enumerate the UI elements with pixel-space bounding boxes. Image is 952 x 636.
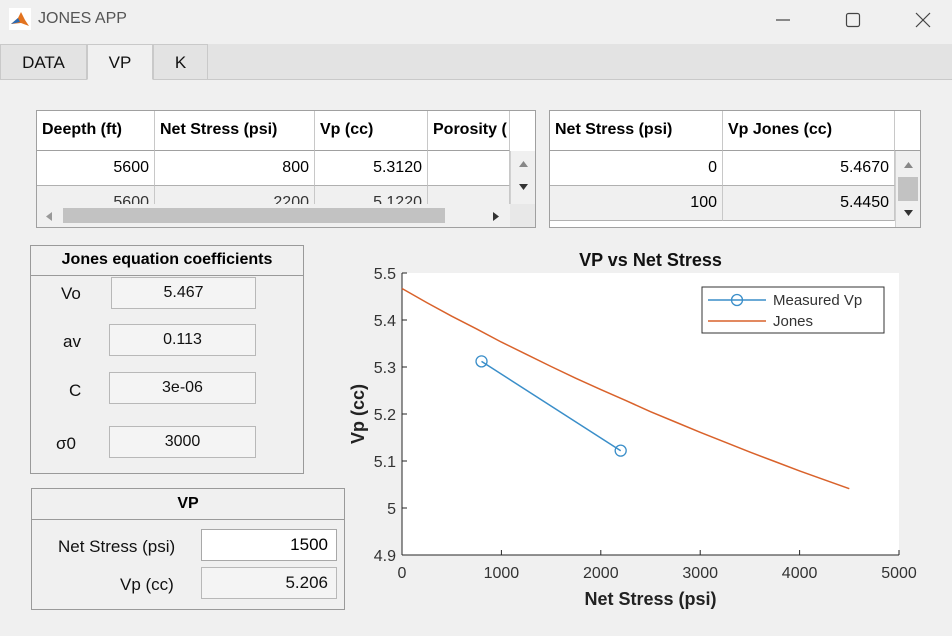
y-tick-label: 5.5 <box>374 266 396 283</box>
x-tick-label: 4000 <box>782 565 818 582</box>
y-tick-label: 5.1 <box>374 454 396 471</box>
column-header[interactable]: Vp Jones (cc) <box>723 111 895 151</box>
column-header[interactable]: Deepth (ft) <box>37 111 155 151</box>
scroll-thumb[interactable] <box>63 208 445 223</box>
legend[interactable]: Measured Vp Jones <box>701 286 885 334</box>
vp-chart[interactable]: 0 1000 2000 3000 4000 5000 4.9 5 5.1 5.2 5.3 5.4 5.5… <box>340 240 940 630</box>
x-axis-label: Net Stress (psi) <box>584 589 716 609</box>
column-header[interactable]: Vp (cc) <box>315 111 428 151</box>
av-label: av <box>63 332 81 351</box>
panel-title: Jones equation coefficients <box>31 246 303 276</box>
measured-series-line <box>481 360 622 452</box>
c-label: C <box>69 381 82 400</box>
jones-series-line <box>401 287 850 490</box>
y-tick-label: 5.2 <box>374 407 396 424</box>
measured-data-point <box>475 355 488 368</box>
table-cell[interactable]: 100 <box>550 186 723 221</box>
vertical-scrollbar[interactable] <box>510 151 535 204</box>
matlab-icon <box>9 8 31 30</box>
av-field[interactable]: 0.113 <box>109 324 256 356</box>
vo-label: Vo <box>61 284 81 303</box>
x-tick-label: 2000 <box>583 565 619 582</box>
net-stress-label: Net Stress (psi) <box>58 537 176 556</box>
scroll-thumb[interactable] <box>898 177 918 201</box>
maximize-icon <box>845 12 861 28</box>
panel-title: VP <box>32 489 344 520</box>
minimize-button[interactable] <box>748 0 818 40</box>
c-field[interactable]: 3e-06 <box>109 372 256 404</box>
coefficients-panel: Jones equation coefficients Vo 5.467 av … <box>30 245 304 474</box>
scroll-up-icon[interactable] <box>518 160 529 168</box>
series-group <box>401 287 850 490</box>
column-header[interactable]: Net Stress (psi) <box>155 111 315 151</box>
maximize-button[interactable] <box>818 0 888 40</box>
x-tick-label: 3000 <box>682 565 718 582</box>
sigma0-field[interactable]: 3000 <box>109 426 256 458</box>
y-tick-label: 5.4 <box>374 313 396 330</box>
close-button[interactable] <box>888 0 952 40</box>
y-axis-label: Vp (cc) <box>348 384 368 444</box>
title-bar <box>0 0 952 40</box>
vertical-scrollbar[interactable] <box>895 151 920 227</box>
tab-data[interactable]: DATA <box>0 44 87 80</box>
table-cell[interactable]: 5.4450 <box>723 186 895 221</box>
horizontal-scrollbar[interactable] <box>37 204 510 227</box>
window-title: JONES APP <box>38 10 127 27</box>
legend-circle-icon <box>730 293 744 307</box>
scroll-corner <box>510 204 535 227</box>
vp-output: 5.206 <box>201 567 337 599</box>
legend-label-measured: Measured Vp <box>773 292 862 309</box>
legend-label-jones: Jones <box>773 313 813 330</box>
chart-title: VP vs Net Stress <box>579 250 722 270</box>
column-header[interactable]: Porosity ( <box>428 111 510 151</box>
y-tick-label: 4.9 <box>374 548 396 565</box>
column-header[interactable]: Net Stress (psi) <box>550 111 723 151</box>
measured-data-point <box>614 444 627 457</box>
table-cell[interactable]: 5.3120 <box>315 151 428 186</box>
vp-label: Vp (cc) <box>120 575 174 594</box>
axes: 0 1000 2000 3000 4000 5000 4.9 5 5.1 5.2 5.3 5.4 5.5 <box>374 266 917 582</box>
data-table[interactable]: Deepth (ft) Net Stress (psi) Vp (cc) Por… <box>36 110 536 228</box>
table-cell[interactable] <box>428 151 510 186</box>
sigma0-label: σ0 <box>56 434 76 453</box>
x-tick-label: 1000 <box>484 565 520 582</box>
tab-vp[interactable]: VP <box>87 44 153 80</box>
scroll-down-icon[interactable] <box>903 209 914 217</box>
minimize-icon <box>776 19 790 21</box>
scroll-up-icon[interactable] <box>903 161 914 169</box>
jones-table[interactable]: Net Stress (psi) Vp Jones (cc) 0 5.4670 … <box>549 110 921 228</box>
close-icon <box>915 12 931 28</box>
table-cell[interactable]: 800 <box>155 151 315 186</box>
x-tick-label: 0 <box>398 565 407 582</box>
table-cell[interactable]: 5600 <box>37 151 155 186</box>
net-stress-input[interactable]: 1500 <box>201 529 337 561</box>
y-tick-label: 5.3 <box>374 360 396 377</box>
vo-field[interactable]: 5.467 <box>111 277 256 309</box>
scroll-right-icon[interactable] <box>492 211 500 222</box>
x-tick-label: 5000 <box>881 565 917 582</box>
column-header-spacer <box>895 111 920 151</box>
tab-k[interactable]: K <box>153 44 208 80</box>
table-cell[interactable]: 5.4670 <box>723 151 895 186</box>
y-tick-label: 5 <box>387 501 396 518</box>
vp-panel: VP Net Stress (psi) 1500 Vp (cc) 5.206 <box>31 488 345 610</box>
legend-box <box>701 286 885 334</box>
scroll-left-icon[interactable] <box>45 211 53 222</box>
table-cell[interactable]: 0 <box>550 151 723 186</box>
scroll-down-icon[interactable] <box>518 183 529 191</box>
